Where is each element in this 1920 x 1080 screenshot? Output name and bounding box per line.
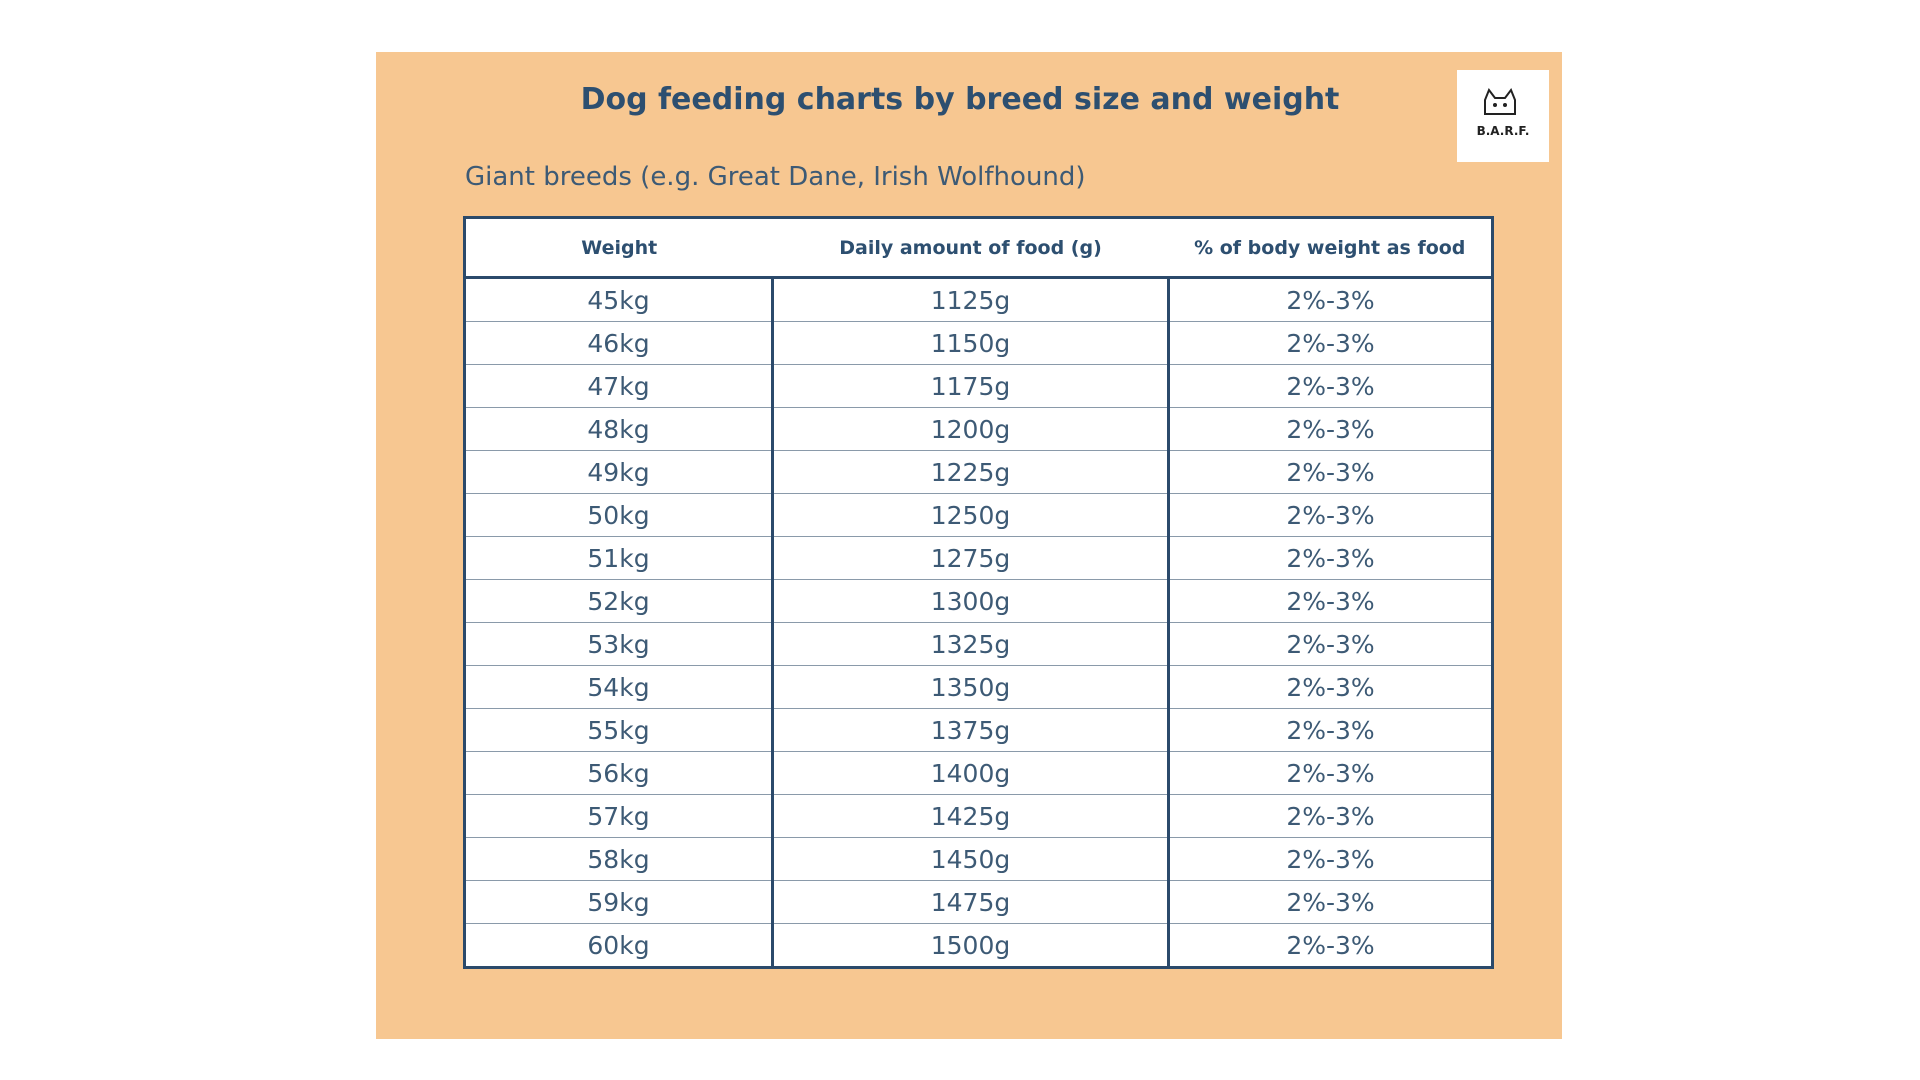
table-cell: 57kg [464,794,774,838]
logo-icon [1484,87,1516,115]
table-cell: 2%-3% [1168,407,1493,451]
table-cell: 1300g [772,579,1170,623]
table-row: 54kg 1350g 2%-3% [464,665,1493,709]
table-cell: 2%-3% [1168,364,1493,408]
table-cell: 2%-3% [1168,622,1493,666]
table-row: 46kg 1150g 2%-3% [464,321,1493,365]
table-cell: 46kg [464,321,774,365]
table-cell: 2%-3% [1168,708,1493,752]
column-header: Daily amount of food (g) [772,217,1169,279]
table-row: 55kg 1375g 2%-3% [464,708,1493,752]
table-row: 58kg 1450g 2%-3% [464,837,1493,881]
table-cell: 1425g [772,794,1170,838]
table-cell: 1150g [772,321,1170,365]
column-header: % of body weight as food [1168,217,1493,279]
table-cell: 1250g [772,493,1170,537]
table-cell: 1350g [772,665,1170,709]
table-row: 50kg 1250g 2%-3% [464,493,1493,537]
table-cell: 60kg [464,923,774,968]
logo-text: B.A.R.F. [1476,124,1530,138]
table-cell: 2%-3% [1168,277,1493,322]
table-cell: 55kg [464,708,774,752]
table-cell: 1325g [772,622,1170,666]
table-cell: 47kg [464,364,774,408]
table-cell: 51kg [464,536,774,580]
table-cell: 2%-3% [1168,665,1493,709]
column-header: Weight [464,217,773,279]
table-cell: 2%-3% [1168,321,1493,365]
table-cell: 2%-3% [1168,923,1493,968]
table-row: 49kg 1225g 2%-3% [464,450,1493,494]
table-cell: 50kg [464,493,774,537]
table-row: 56kg 1400g 2%-3% [464,751,1493,795]
feeding-table: Weight Daily amount of food (g)% of body … [463,216,1494,969]
logo: B.A.R.F. [1457,70,1549,162]
table-cell: 1225g [772,450,1170,494]
table-cell: 56kg [464,751,774,795]
table-cell: 1375g [772,708,1170,752]
table-row: 60kg 1500g 2%-3% [464,923,1493,968]
table-cell: 58kg [464,837,774,881]
table-row: 48kg 1200g 2%-3% [464,407,1493,451]
table-cell: 53kg [464,622,774,666]
subtitle: Giant breeds (e.g. Great Dane, Irish Wol… [465,162,1086,192]
table-cell: 48kg [464,407,774,451]
header-row: Weight Daily amount of food (g)% of body … [464,217,1493,279]
table-cell: 2%-3% [1168,579,1493,623]
table-cell: 1125g [772,277,1170,322]
table-cell: 1475g [772,880,1170,924]
table-cell: 1400g [772,751,1170,795]
table-cell: 1500g [772,923,1170,968]
table-cell: 2%-3% [1168,794,1493,838]
table-row: 53kg 1325g 2%-3% [464,622,1493,666]
table-cell: 2%-3% [1168,837,1493,881]
table-row: 45kg 1125g 2%-3% [464,277,1493,322]
table-cell: 1175g [772,364,1170,408]
table-cell: 2%-3% [1168,536,1493,580]
table-row: 57kg 1425g 2%-3% [464,794,1493,838]
table-row: 52kg 1300g 2%-3% [464,579,1493,623]
table-row: 47kg 1175g 2%-3% [464,364,1493,408]
table-cell: 54kg [464,665,774,709]
table-body: 45kg 1125g 2%-3% 46kg 1150g 2%-3% 47kg 1175g 2%-… [464,277,1493,968]
title: Dog feeding charts by breed size and wei… [580,82,1340,117]
table-cell: 45kg [464,277,774,322]
table-row: 51kg 1275g 2%-3% [464,536,1493,580]
table-cell: 2%-3% [1168,751,1493,795]
table-cell: 1275g [772,536,1170,580]
table-cell: 52kg [464,579,774,623]
table-cell: 2%-3% [1168,450,1493,494]
table-cell: 1200g [772,407,1170,451]
table-cell: 2%-3% [1168,880,1493,924]
table-cell: 2%-3% [1168,493,1493,537]
table-cell: 59kg [464,880,774,924]
table-cell: 1450g [772,837,1170,881]
table-row: 59kg 1475g 2%-3% [464,880,1493,924]
table-cell: 49kg [464,450,774,494]
